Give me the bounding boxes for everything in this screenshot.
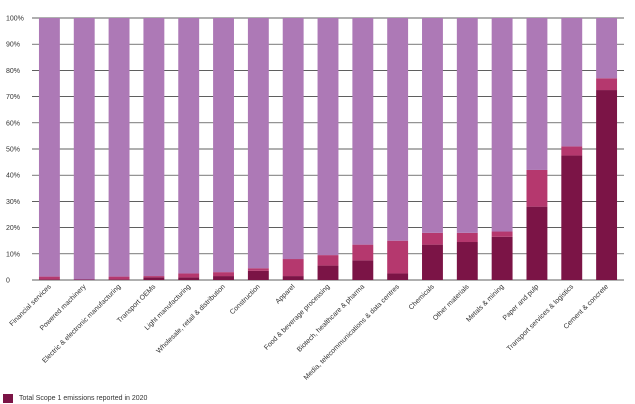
bar-segment xyxy=(38,18,60,277)
y-tick-label: 80% xyxy=(6,68,20,75)
bar-segment xyxy=(422,244,443,280)
bar-segment xyxy=(526,18,548,170)
x-tick-label: Other materials xyxy=(432,283,471,322)
bar-segment xyxy=(178,277,200,280)
bar-segment xyxy=(282,18,304,260)
y-tick-label: 60% xyxy=(6,120,20,127)
y-tick-label: 40% xyxy=(6,173,20,180)
bar-segment xyxy=(352,244,374,261)
bar-segment xyxy=(596,78,618,91)
bar-segment xyxy=(561,146,583,156)
bar-segment xyxy=(456,242,478,280)
bar-segment xyxy=(422,232,443,245)
bar-segment xyxy=(247,270,269,280)
y-tick-label: 30% xyxy=(6,199,20,206)
y-tick-label: 20% xyxy=(6,225,20,232)
bar-segment xyxy=(387,18,409,241)
bar-segment xyxy=(491,236,513,280)
bar-segment xyxy=(526,206,548,280)
bar-segment xyxy=(526,169,548,207)
y-tick-label: 0 xyxy=(6,278,10,285)
x-tick-label: Apparel xyxy=(275,283,297,305)
x-tick-label: Construction xyxy=(229,283,262,316)
legend-label: Total Scope 1 emissions reported in 2020 xyxy=(19,394,148,402)
bar-segment xyxy=(73,18,95,280)
y-tick-label: 70% xyxy=(6,94,20,101)
bar-segment xyxy=(108,279,130,280)
bar-segment xyxy=(596,18,618,79)
bar-segment xyxy=(143,277,165,280)
y-tick-label: 50% xyxy=(6,147,20,154)
y-tick-label: 10% xyxy=(6,251,20,258)
bar-segment xyxy=(38,279,60,280)
bar-segment xyxy=(561,155,583,280)
bar-segment xyxy=(282,259,304,277)
bar-segment xyxy=(456,232,478,243)
bar-segment xyxy=(143,18,165,277)
bar-segment xyxy=(38,276,60,280)
bar-segment xyxy=(491,231,513,237)
legend-swatch xyxy=(3,393,13,403)
bar-segment xyxy=(108,18,130,277)
bar-segment xyxy=(317,265,339,280)
bar-segment xyxy=(108,276,130,280)
y-tick-label: 90% xyxy=(6,42,20,49)
bar-segment xyxy=(143,276,165,278)
y-tick-label: 100% xyxy=(6,16,24,23)
x-tick-label: Transport services & logistics xyxy=(506,283,575,352)
bar-segment xyxy=(213,276,234,280)
bar-segment xyxy=(317,255,339,266)
bar-segment xyxy=(352,18,374,245)
x-tick-label: Biotech, healthcare & pharma xyxy=(296,283,366,353)
x-tick-label: Metals & mining xyxy=(465,283,505,323)
x-tick-label: Wholesale, retail & distribution xyxy=(155,283,227,355)
bar-segment xyxy=(596,90,618,280)
legend: Total Scope 1 emissions reported in 2020 xyxy=(3,392,147,404)
x-tick-label: Paper and pulp xyxy=(502,283,541,322)
bar-segment xyxy=(247,268,269,271)
stacked-bar-chart: 010%20%30%40%50%60%70%80%90%100%Financia… xyxy=(6,16,624,382)
bar-segment xyxy=(352,260,374,280)
bar-segment xyxy=(456,18,478,233)
bar-segment xyxy=(422,18,443,233)
bar-segment xyxy=(213,272,234,277)
bar-segment xyxy=(247,18,269,269)
bar-segment xyxy=(73,279,95,280)
bar-segment xyxy=(491,18,513,232)
bar-segment xyxy=(387,273,409,280)
bar-segment xyxy=(561,18,583,147)
x-tick-label: Electric & electronic manufacturing xyxy=(41,283,122,364)
bar-segment xyxy=(178,18,200,274)
bar-segment xyxy=(317,18,339,256)
bar-segment xyxy=(387,240,409,274)
bar-segment xyxy=(178,273,200,278)
x-tick-label: Chemicals xyxy=(408,283,436,311)
x-tick-label: Food & beverage processing xyxy=(263,283,331,351)
bar-segment xyxy=(213,18,234,273)
bar-segment xyxy=(282,276,304,280)
